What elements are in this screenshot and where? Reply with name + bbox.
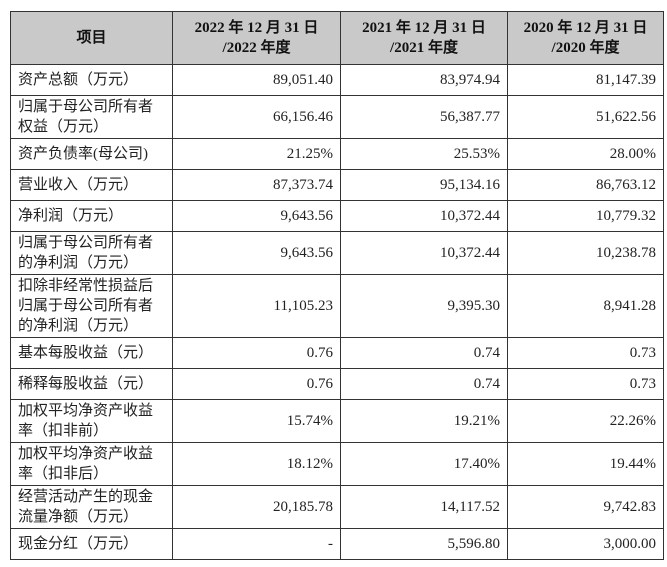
row-label-line: 的净利润（万元） (18, 318, 139, 334)
value-cell: 89,051.40 (172, 64, 341, 96)
row-label: 资产总额（万元） (10, 64, 173, 96)
value-cell: 21.25% (172, 138, 341, 170)
row-label-line: 营业收入（万元） (18, 177, 139, 193)
value-cell: - (172, 528, 341, 560)
row-label: 稀释每股收益（元） (10, 368, 173, 400)
header-2022-line1: 2022 年 12 月 31 日 (194, 20, 319, 36)
row-label: 加权平均净资产收益 率（扣非前） (10, 399, 173, 443)
row-label-line: 权益（万元） (18, 119, 109, 135)
row-label-line: 经营活动产生的现金 (18, 489, 154, 505)
row-label-line: 流量净额（万元） (18, 509, 139, 525)
row-label-line: 加权平均净资产收益 (18, 403, 154, 419)
value-cell: 0.76 (172, 368, 341, 400)
value-cell: 19.44% (507, 442, 664, 486)
value-cell: 25.53% (340, 138, 508, 170)
table-row: 基本每股收益（元） 0.76 0.74 0.73 (10, 337, 664, 369)
value-cell: 86,763.12 (507, 169, 664, 201)
value-cell: 9,395.30 (340, 274, 508, 338)
value-cell: 9,742.83 (507, 485, 664, 529)
value-cell: 10,372.44 (340, 231, 508, 275)
financial-data-table: 项目 2022 年 12 月 31 日/2022 年度 2021 年 12 月 … (10, 11, 664, 560)
value-cell: 22.26% (507, 399, 664, 443)
value-cell: 18.12% (172, 442, 341, 486)
row-label: 现金分红（万元） (10, 528, 173, 560)
row-label-line: 的净利润（万元） (18, 255, 139, 271)
header-2020: 2020 年 12 月 31 日/2020 年度 (507, 11, 664, 65)
row-label-line: 归属于母公司所有者 (18, 235, 154, 251)
table-row: 归属于母公司所有者 权益（万元） 66,156.46 56,387.77 51,622.… (10, 95, 664, 139)
value-cell: 0.74 (340, 337, 508, 369)
value-cell: 11,105.23 (172, 274, 341, 338)
value-cell: 19.21% (340, 399, 508, 443)
table-row: 资产总额（万元） 89,051.40 83,974.94 81,147.39 (10, 64, 664, 96)
table-row: 加权平均净资产收益 率（扣非后） 18.12% 17.40% 19.44% (10, 442, 664, 486)
value-cell: 10,779.32 (507, 200, 664, 232)
row-label-line: 率（扣非前） (18, 423, 109, 439)
header-2021-line1: 2021 年 12 月 31 日 (362, 20, 486, 36)
value-cell: 10,238.78 (507, 231, 664, 275)
row-label-line: 归属于母公司所有者 (18, 99, 154, 115)
header-2022: 2022 年 12 月 31 日/2022 年度 (172, 11, 341, 65)
table-row: 净利润（万元） 9,643.56 10,372.44 10,779.32 (10, 200, 664, 232)
row-label: 经营活动产生的现金 流量净额（万元） (10, 485, 173, 529)
table-row: 稀释每股收益（元） 0.76 0.74 0.73 (10, 368, 664, 400)
row-label-line: 加权平均净资产收益 (18, 446, 154, 462)
row-label-line: 资产负债率(母公司) (18, 146, 148, 162)
value-cell: 15.74% (172, 399, 341, 443)
header-item: 项目 (10, 11, 173, 65)
table-row: 归属于母公司所有者 的净利润（万元） 9,643.56 10,372.44 10,238… (10, 231, 664, 275)
row-label: 扣除非经常性损益后 归属于母公司所有者 的净利润（万元） (10, 274, 173, 338)
row-label: 基本每股收益（元） (10, 337, 173, 369)
table-row: 经营活动产生的现金 流量净额（万元） 20,185.78 14,117.52 9,742… (10, 485, 664, 529)
value-cell: 0.74 (340, 368, 508, 400)
value-cell: 20,185.78 (172, 485, 341, 529)
table-row: 扣除非经常性损益后 归属于母公司所有者 的净利润（万元） 11,105.23 9,395… (10, 274, 664, 338)
value-cell: 3,000.00 (507, 528, 664, 560)
header-2021-line2: /2021 年度 (390, 40, 458, 56)
header-2022-line2: /2022 年度 (222, 40, 291, 56)
row-label: 归属于母公司所有者 的净利润（万元） (10, 231, 173, 275)
value-cell: 28.00% (507, 138, 664, 170)
row-label: 净利润（万元） (10, 200, 173, 232)
header-2020-line1: 2020 年 12 月 31 日 (523, 20, 648, 36)
value-cell: 0.76 (172, 337, 341, 369)
row-label: 营业收入（万元） (10, 169, 173, 201)
row-label-line: 净利润（万元） (18, 208, 124, 224)
table-row: 营业收入（万元） 87,373.74 95,134.16 86,763.12 (10, 169, 664, 201)
value-cell: 17.40% (340, 442, 508, 486)
row-label: 加权平均净资产收益 率（扣非后） (10, 442, 173, 486)
header-2021: 2021 年 12 月 31 日/2021 年度 (340, 11, 508, 65)
value-cell: 0.73 (507, 337, 664, 369)
table-row: 资产负债率(母公司) 21.25% 25.53% 28.00% (10, 138, 664, 170)
value-cell: 51,622.56 (507, 95, 664, 139)
row-label-line: 资产总额（万元） (18, 72, 139, 88)
value-cell: 56,387.77 (340, 95, 508, 139)
header-2020-line2: /2020 年度 (551, 40, 620, 56)
value-cell: 9,643.56 (172, 231, 341, 275)
row-label-line: 稀释每股收益（元） (18, 376, 154, 392)
row-label-line: 基本每股收益（元） (18, 345, 154, 361)
value-cell: 95,134.16 (340, 169, 508, 201)
row-label-line: 归属于母公司所有者 (18, 298, 154, 314)
value-cell: 87,373.74 (172, 169, 341, 201)
value-cell: 0.73 (507, 368, 664, 400)
value-cell: 81,147.39 (507, 64, 664, 96)
row-label-line: 率（扣非后） (18, 466, 109, 482)
row-label: 归属于母公司所有者 权益（万元） (10, 95, 173, 139)
table-row: 现金分红（万元） -5,596.80 3,000.00 (10, 528, 664, 560)
value-cell: 9,643.56 (172, 200, 341, 232)
header-row: 项目 2022 年 12 月 31 日/2022 年度 2021 年 12 月 … (10, 11, 664, 65)
row-label: 资产负债率(母公司) (10, 138, 173, 170)
value-cell: 14,117.52 (340, 485, 508, 529)
row-label-line: 扣除非经常性损益后 (18, 278, 154, 294)
value-cell: 66,156.46 (172, 95, 341, 139)
value-cell: 83,974.94 (340, 64, 508, 96)
row-label-line: 现金分红（万元） (18, 536, 139, 552)
table-row: 加权平均净资产收益 率（扣非前） 15.74% 19.21% 22.26% (10, 399, 664, 443)
header-item-label: 项目 (76, 30, 107, 46)
value-cell: 8,941.28 (507, 274, 664, 338)
value-cell: 5,596.80 (340, 528, 508, 560)
value-cell: 10,372.44 (340, 200, 508, 232)
